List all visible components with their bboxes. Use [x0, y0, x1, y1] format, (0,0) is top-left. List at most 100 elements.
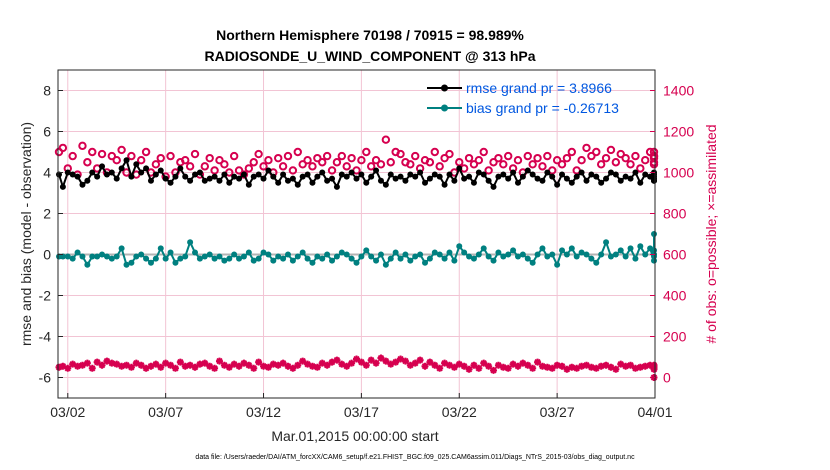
rmse-point — [554, 181, 561, 188]
obs-possible-point — [229, 151, 239, 161]
left-y-axis: -6 -4 -2 0 2 4 6 8 — [39, 83, 63, 386]
rmse-point — [255, 171, 262, 178]
obs-assimilated-point — [118, 362, 126, 370]
obs-possible-point — [293, 147, 302, 157]
rmse-point — [338, 171, 345, 178]
rmse-point — [534, 175, 541, 182]
bias-point — [118, 245, 125, 252]
obs-assimilated-point — [142, 364, 150, 372]
right-y-axis: 0 200 400 600 800 1000 1200 1400 — [650, 83, 694, 386]
right-y-tick-label-5: 1000 — [663, 165, 694, 181]
bias-point — [250, 257, 257, 264]
obs-assimilated-point — [490, 366, 498, 374]
rmse-point — [519, 173, 526, 180]
bias-point — [514, 253, 521, 260]
obs-assimilated-point — [196, 360, 204, 368]
obs-assimilated-point — [568, 363, 576, 371]
obs-assimilated-point — [318, 359, 326, 367]
rmse-point — [304, 171, 311, 178]
obs-possible-point — [117, 145, 126, 155]
obs-assimilated-point — [181, 362, 189, 370]
bias-point — [461, 249, 468, 256]
obs-possible-point — [303, 156, 312, 165]
bias-point — [333, 253, 340, 260]
bias-point — [113, 253, 120, 260]
obs-possible-point — [582, 143, 591, 153]
rmse-point — [456, 165, 463, 172]
obs-possible-point — [386, 158, 395, 167]
bias-point — [192, 249, 199, 256]
bias-point — [490, 257, 497, 264]
bias-point — [377, 251, 384, 258]
rmse-point — [113, 175, 120, 182]
obs-possible-point — [205, 153, 214, 163]
bias-point — [280, 255, 287, 262]
bias-point — [231, 251, 238, 258]
obs-assimilated-point — [113, 360, 121, 368]
bias-point — [627, 245, 634, 252]
obs-possible-point — [601, 153, 611, 163]
bias-point — [240, 253, 247, 260]
rmse-point — [583, 177, 590, 184]
obs-possible-point — [641, 156, 650, 165]
obs-possible-point — [151, 160, 161, 169]
rmse-point — [329, 175, 336, 182]
obs-possible-point — [327, 166, 337, 175]
obs-possible-point — [244, 164, 254, 173]
obs-assimilated-point — [225, 363, 233, 371]
obs-possible-point — [577, 156, 586, 165]
obs-possible-point — [484, 166, 493, 175]
obs-possible-point — [611, 158, 621, 167]
rmse-point — [363, 179, 370, 186]
obs-assimilated-point — [152, 360, 160, 368]
obs-assimilated-point — [558, 362, 566, 370]
obs-possible-point — [499, 160, 508, 169]
obs-possible-point — [156, 153, 165, 163]
obs-possible-point — [533, 153, 542, 163]
obs-possible-point — [78, 141, 87, 151]
obs-possible-point — [538, 162, 547, 171]
obs-assimilated-point — [436, 364, 444, 372]
bias-point — [480, 245, 487, 252]
obs-assimilated-point — [201, 359, 209, 367]
bias-point — [89, 253, 96, 260]
bias-point — [441, 255, 448, 262]
bias-point — [617, 247, 624, 254]
obs-possible-point — [396, 149, 405, 159]
obs-possible-point — [337, 151, 347, 161]
obs-assimilated-point — [343, 362, 351, 370]
obs-assimilated-point — [255, 358, 263, 366]
rmse-point — [231, 173, 238, 180]
obs-assimilated-point — [573, 364, 581, 372]
x-axis-label: Mar.01,2015 00:00:00 start — [271, 428, 438, 444]
right-y-tick-label-1: 200 — [663, 329, 687, 345]
obs-assimilated-point — [617, 360, 625, 368]
obs-possible-point — [592, 147, 601, 157]
bias-point — [157, 245, 164, 252]
bias-point — [524, 255, 531, 262]
obs-assimilated-point — [108, 359, 116, 367]
rmse-point — [275, 179, 282, 186]
rmse-point — [99, 163, 106, 170]
rmse-point — [642, 171, 649, 178]
left-y-tick-label-5: 4 — [43, 165, 51, 181]
obs-assimilated-point — [289, 364, 297, 372]
rmse-point — [289, 175, 296, 182]
rmse-point — [167, 179, 174, 186]
obs-assimilated-point — [426, 358, 434, 366]
rmse-point — [201, 177, 208, 184]
obs-possible-point — [494, 153, 503, 163]
rmse-point — [446, 171, 453, 178]
bias-point — [206, 251, 213, 258]
bias-point — [260, 249, 267, 256]
bias-point — [583, 251, 590, 258]
obs-assimilated-point — [132, 359, 140, 367]
bias-point — [358, 253, 365, 260]
obs-assimilated-point — [137, 361, 145, 369]
obs-assimilated-point — [264, 363, 272, 371]
obs-assimilated-point — [123, 361, 131, 369]
rmse-point — [309, 179, 316, 186]
obs-assimilated-point — [294, 361, 302, 369]
obs-assimilated-point — [646, 361, 654, 369]
